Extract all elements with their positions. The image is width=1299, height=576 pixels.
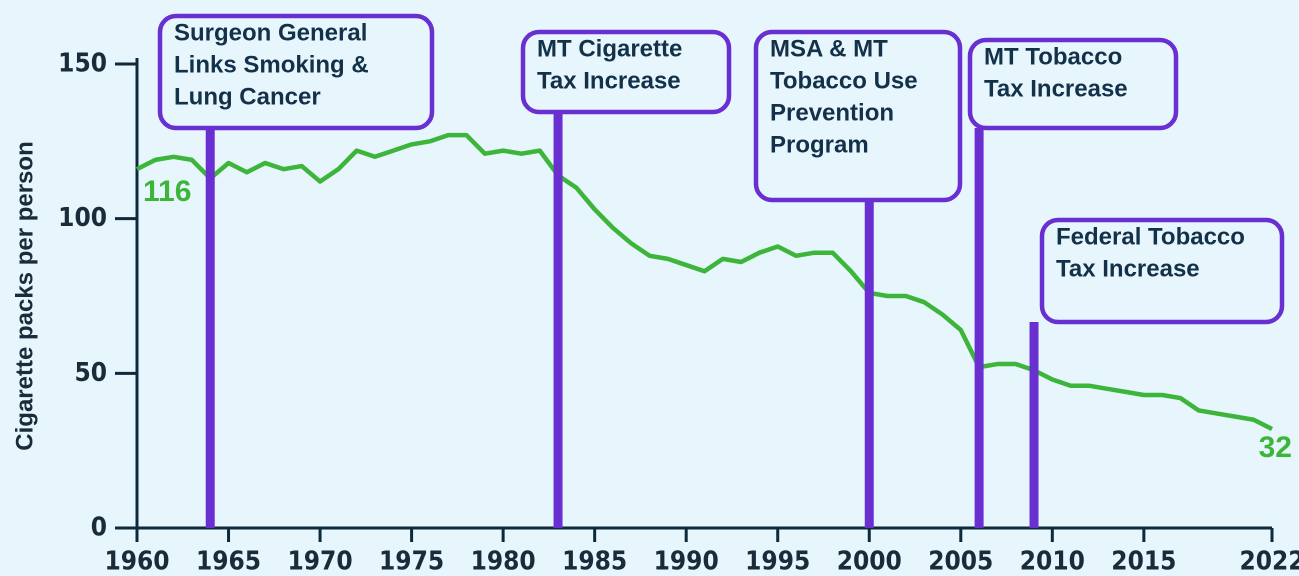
event-box	[157, 13, 435, 131]
y-tick-label: 0	[91, 513, 107, 543]
event-box	[967, 37, 1179, 131]
x-tick-label: 1990	[654, 547, 719, 576]
event-text: Tobacco Use	[770, 67, 918, 94]
x-tick-label: 1980	[471, 547, 536, 576]
x-tick-label: 2010	[1020, 547, 1085, 576]
event-text: Lung Cancer	[174, 83, 321, 110]
data-line	[135, 132, 1274, 432]
x-tick-label: 2022	[1239, 547, 1299, 576]
x-tick-label: 1960	[104, 547, 169, 576]
x-tick-label: 2015	[1111, 547, 1176, 576]
x-tick-label: 1965	[196, 547, 261, 576]
x-tick-label: 1970	[288, 547, 353, 576]
event-text: Federal Tobacco	[1056, 223, 1245, 250]
event-text: Tax Increase	[984, 75, 1128, 102]
x-tick-label: 1985	[562, 547, 627, 576]
start-value-label: 116	[143, 175, 191, 208]
x-tick-label: 1975	[379, 547, 444, 576]
y-axis-label: Cigarette packs per person	[11, 141, 38, 450]
event-text: Program	[770, 131, 869, 158]
event-box	[520, 29, 732, 115]
event-text: MT Tobacco	[984, 43, 1122, 70]
event-text: MSA & MT	[770, 35, 888, 62]
event-text: Tax Increase	[537, 67, 681, 94]
x-tick-label: 2000	[837, 547, 902, 576]
event-box	[1039, 217, 1285, 325]
y-tick-label: 150	[58, 49, 107, 79]
x-tick-label: 2005	[928, 547, 993, 576]
y-tick-label: 100	[58, 203, 107, 233]
end-value-label: 32	[1259, 431, 1292, 464]
event-text: Tax Increase	[1056, 255, 1200, 282]
y-tick-label: 50	[74, 358, 107, 388]
event-box	[753, 29, 963, 203]
event-text: Surgeon General	[174, 19, 367, 46]
event-text: MT Cigarette	[537, 35, 682, 62]
event-text: Links Smoking &	[174, 51, 369, 78]
event-text: Prevention	[770, 99, 894, 126]
x-tick-label: 1995	[745, 547, 810, 576]
